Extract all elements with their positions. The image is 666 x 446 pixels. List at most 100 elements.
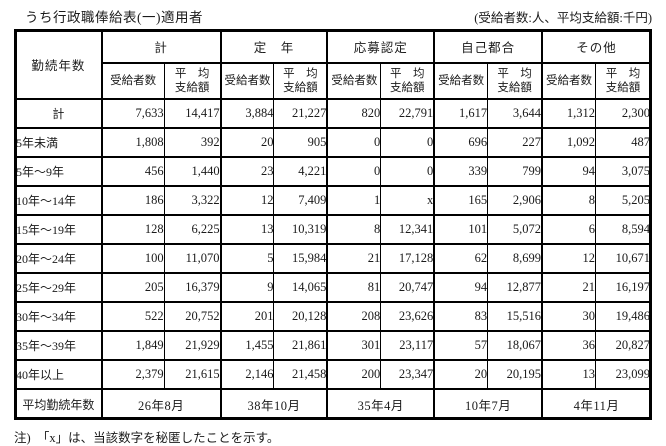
value-cell: 456	[100, 156, 165, 187]
sub-header-recipients: 受給者数	[326, 62, 382, 100]
sub-header-average-line1: 平 均	[283, 67, 318, 80]
table-row: 5年未満 1,808 392 20 905 0 0 696 227 1,092 487	[14, 127, 652, 158]
value-cell: 5,205	[594, 185, 652, 216]
value-cell: 8,594	[594, 214, 652, 245]
value-cell: 2,379	[100, 359, 165, 390]
value-cell: 23,347	[380, 359, 435, 390]
group-header-cell: 応募認定	[326, 29, 435, 64]
value-cell: 20,195	[487, 359, 543, 390]
row-label: 10年〜14年	[14, 185, 103, 216]
value-cell: 3,644	[487, 98, 543, 129]
value-cell: 21,615	[163, 359, 222, 390]
value-cell: 1,849	[100, 330, 165, 361]
average-value-cell: 38年10月	[219, 388, 328, 420]
value-cell: 20,827	[594, 330, 652, 361]
value-cell: 5,072	[487, 214, 543, 245]
value-cell: 10,671	[594, 243, 652, 274]
value-cell: 1,808	[100, 127, 165, 158]
salary-table: 勤続年数計定 年応募認定 自己都合 その他 受給者数平 均支給額 受給者数平 均支給額受…	[14, 29, 652, 420]
value-cell: 10,319	[273, 214, 328, 245]
value-cell: 0	[380, 127, 435, 158]
value-cell: 799	[487, 156, 543, 187]
sub-header-average-line2: 支給額	[283, 82, 318, 94]
value-cell: 339	[433, 156, 489, 187]
value-cell: 12	[219, 185, 275, 216]
value-cell: 696	[433, 127, 489, 158]
table-caption-bar: うち行政職俸給表(一)適用者 (受給者数:人、平均支給額:千円)	[14, 6, 652, 26]
value-cell: 7,409	[273, 185, 328, 216]
table-row: 20年〜24年 100 11,070 5 15,984 21 17,128 62 8,699 12…	[14, 243, 652, 274]
sub-header-average: 平 均支給額	[594, 62, 652, 100]
value-cell: 14,417	[163, 98, 222, 129]
row-label: 30年〜34年	[14, 301, 103, 332]
value-cell: 94	[433, 272, 489, 303]
group-header-cell: 定 年	[219, 29, 328, 64]
table-row: 30年〜34年 522 20,752 201 20,128 208 23,626 83 15,5…	[14, 301, 652, 332]
value-cell: 1,092	[541, 127, 596, 158]
value-cell: 101	[433, 214, 489, 245]
value-cell: 21,861	[273, 330, 328, 361]
group-header-cell: 自己都合	[433, 29, 543, 64]
sub-header-average-line2: 支給額	[174, 82, 210, 94]
value-cell: 30	[541, 301, 596, 332]
value-cell: 1,440	[163, 156, 222, 187]
value-cell: 3,884	[219, 98, 275, 129]
value-cell: 1	[326, 185, 382, 216]
sub-header-average: 平 均支給額	[163, 62, 222, 100]
value-cell: 13	[541, 359, 596, 390]
sub-header-recipients: 受給者数	[100, 62, 165, 100]
value-cell: 21,458	[273, 359, 328, 390]
value-cell: 6	[541, 214, 596, 245]
value-cell: 36	[541, 330, 596, 361]
row-label: 15年〜19年	[14, 214, 103, 245]
row-label: 計	[14, 98, 103, 129]
value-cell: 201	[219, 301, 275, 332]
sub-header-average-line1: 平 均	[605, 67, 641, 80]
value-cell: 0	[326, 127, 382, 158]
sub-header-average: 平 均支給額	[487, 62, 543, 100]
average-value-cell: 35年4月	[326, 388, 435, 420]
group-header-cell: その他	[541, 29, 652, 64]
value-cell: 301	[326, 330, 382, 361]
value-cell: 12,341	[380, 214, 435, 245]
value-cell: 23,626	[380, 301, 435, 332]
value-cell: 8	[541, 185, 596, 216]
value-cell: 20	[219, 127, 275, 158]
value-cell: 6,225	[163, 214, 222, 245]
value-cell: 3,322	[163, 185, 222, 216]
row-label: 5年未満	[14, 127, 103, 158]
value-cell: 1,312	[541, 98, 596, 129]
value-cell: 100	[100, 243, 165, 274]
table-row: 計 7,633 14,417 3,884 21,227 820 22,791 1,617 3,6…	[14, 98, 652, 129]
value-cell: 20,752	[163, 301, 222, 332]
value-cell: 23,099	[594, 359, 652, 390]
value-cell: 81	[326, 272, 382, 303]
value-cell: 165	[433, 185, 489, 216]
value-cell: 0	[380, 156, 435, 187]
value-cell: 94	[541, 156, 596, 187]
table-row: 5年〜9年 456 1,440 23 4,221 0 0 339 799 94 3,075	[14, 156, 652, 187]
value-cell: 2,906	[487, 185, 543, 216]
value-cell: 8	[326, 214, 382, 245]
value-cell: 0	[326, 156, 382, 187]
table-row: 10年〜14年 186 3,322 12 7,409 1 x 165 2,906 8 5,205	[14, 185, 652, 216]
value-cell: x	[380, 185, 435, 216]
value-cell: 16,197	[594, 272, 652, 303]
table-row: 15年〜19年 128 6,225 13 10,319 8 12,341 101 5,072 6 8…	[14, 214, 652, 245]
value-cell: 3,075	[594, 156, 652, 187]
value-cell: 522	[100, 301, 165, 332]
value-cell: 21	[541, 272, 596, 303]
value-cell: 392	[163, 127, 222, 158]
average-value-cell: 10年7月	[433, 388, 543, 420]
sub-header-average-line1: 平 均	[390, 67, 425, 80]
value-cell: 11,070	[163, 243, 222, 274]
row-label: 5年〜9年	[14, 156, 103, 187]
value-cell: 21,929	[163, 330, 222, 361]
sub-header-recipients: 受給者数	[433, 62, 489, 100]
sub-header-recipients: 受給者数	[219, 62, 275, 100]
value-cell: 208	[326, 301, 382, 332]
value-cell: 2,146	[219, 359, 275, 390]
value-cell: 227	[487, 127, 543, 158]
value-cell: 12	[541, 243, 596, 274]
